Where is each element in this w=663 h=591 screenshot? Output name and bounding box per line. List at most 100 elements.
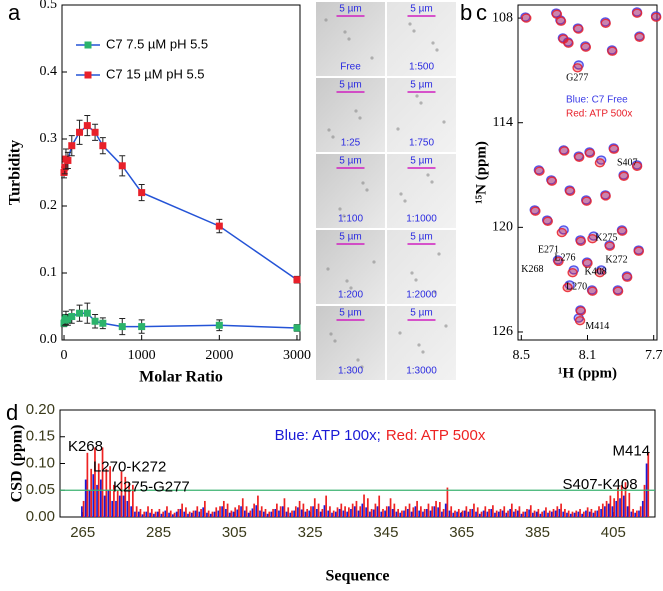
y-tick-label: 0.10 [26,454,55,471]
bar [438,502,441,517]
bar [162,511,165,517]
x-tick-label: 285 [146,524,171,541]
marker [83,122,91,130]
bar [471,508,474,517]
marker [138,189,146,197]
bar [281,506,284,517]
particle [412,29,416,33]
bar [647,452,650,517]
bar [620,484,623,517]
bar [452,512,455,517]
particle [354,109,358,113]
y-tick-label: 0.0 [40,332,58,347]
bar [643,484,646,517]
bar [573,512,576,517]
bar [323,505,326,517]
bar [238,505,240,517]
bar [507,510,509,517]
x-tick-label: 2000 [205,348,233,363]
legend: Blue: ATP 100x; Red: ATP 500x [275,427,486,444]
bar [560,503,562,517]
bar [571,511,574,517]
legend-label: C7 15 µM pH 5.5 [106,66,205,81]
scale-bar-label: 5 µm [410,308,432,319]
peak [562,282,573,293]
bar [81,506,83,517]
series-line [63,124,298,281]
bar [90,468,93,517]
bar [234,507,237,517]
legend-label: Blue: ATP 100x; [275,427,381,444]
bar [346,511,349,517]
bar [596,510,599,517]
bar [204,500,206,517]
scale-bar-label: 5 µm [339,156,361,167]
bar [308,510,311,517]
bar [230,510,233,517]
micrograph [387,230,456,304]
bar [173,512,176,517]
particle [365,188,369,192]
bar [450,506,453,517]
bar [348,507,350,517]
particle [417,343,421,347]
bar [613,498,616,517]
peak [530,206,541,216]
bar [115,500,117,517]
bar [344,506,346,517]
annotation: S407-K408 [563,476,638,493]
bar [526,508,528,517]
bar [416,500,418,517]
bar [604,506,606,517]
bar [628,492,631,517]
bar [634,512,637,517]
panel-label: a [8,0,21,25]
bar [215,507,218,517]
particle [442,120,446,124]
bar [221,506,223,517]
bar [365,507,367,517]
marker [76,128,84,136]
bar [547,512,549,517]
bar [605,500,608,517]
micrograph [316,154,385,228]
bar [385,506,388,517]
peak [575,236,587,246]
bar [460,512,462,517]
bar [355,500,358,517]
peak [546,176,558,186]
bar [537,508,540,517]
bar [626,506,629,517]
particle [435,48,439,52]
bar [304,511,307,517]
bar [478,513,481,517]
bar [469,508,472,517]
particle [444,324,448,328]
bar [134,511,136,517]
bar [310,506,312,517]
bar [399,512,402,517]
bar [264,508,267,517]
peak [604,241,616,251]
bar [641,500,644,517]
bar [566,512,568,517]
particle [396,127,400,131]
bar [370,508,373,517]
peak [574,152,585,162]
bar [435,500,437,517]
bar [575,510,578,517]
bar [622,495,625,517]
peak [572,63,583,73]
bar [638,510,640,517]
bar [617,487,619,517]
peak [650,12,662,22]
marker [64,156,72,164]
bar [408,503,411,517]
bar [380,511,383,517]
bar [514,508,517,517]
bar [232,511,235,517]
particle [372,260,376,264]
bar [113,484,115,517]
y-tick-label: 120 [492,220,513,235]
